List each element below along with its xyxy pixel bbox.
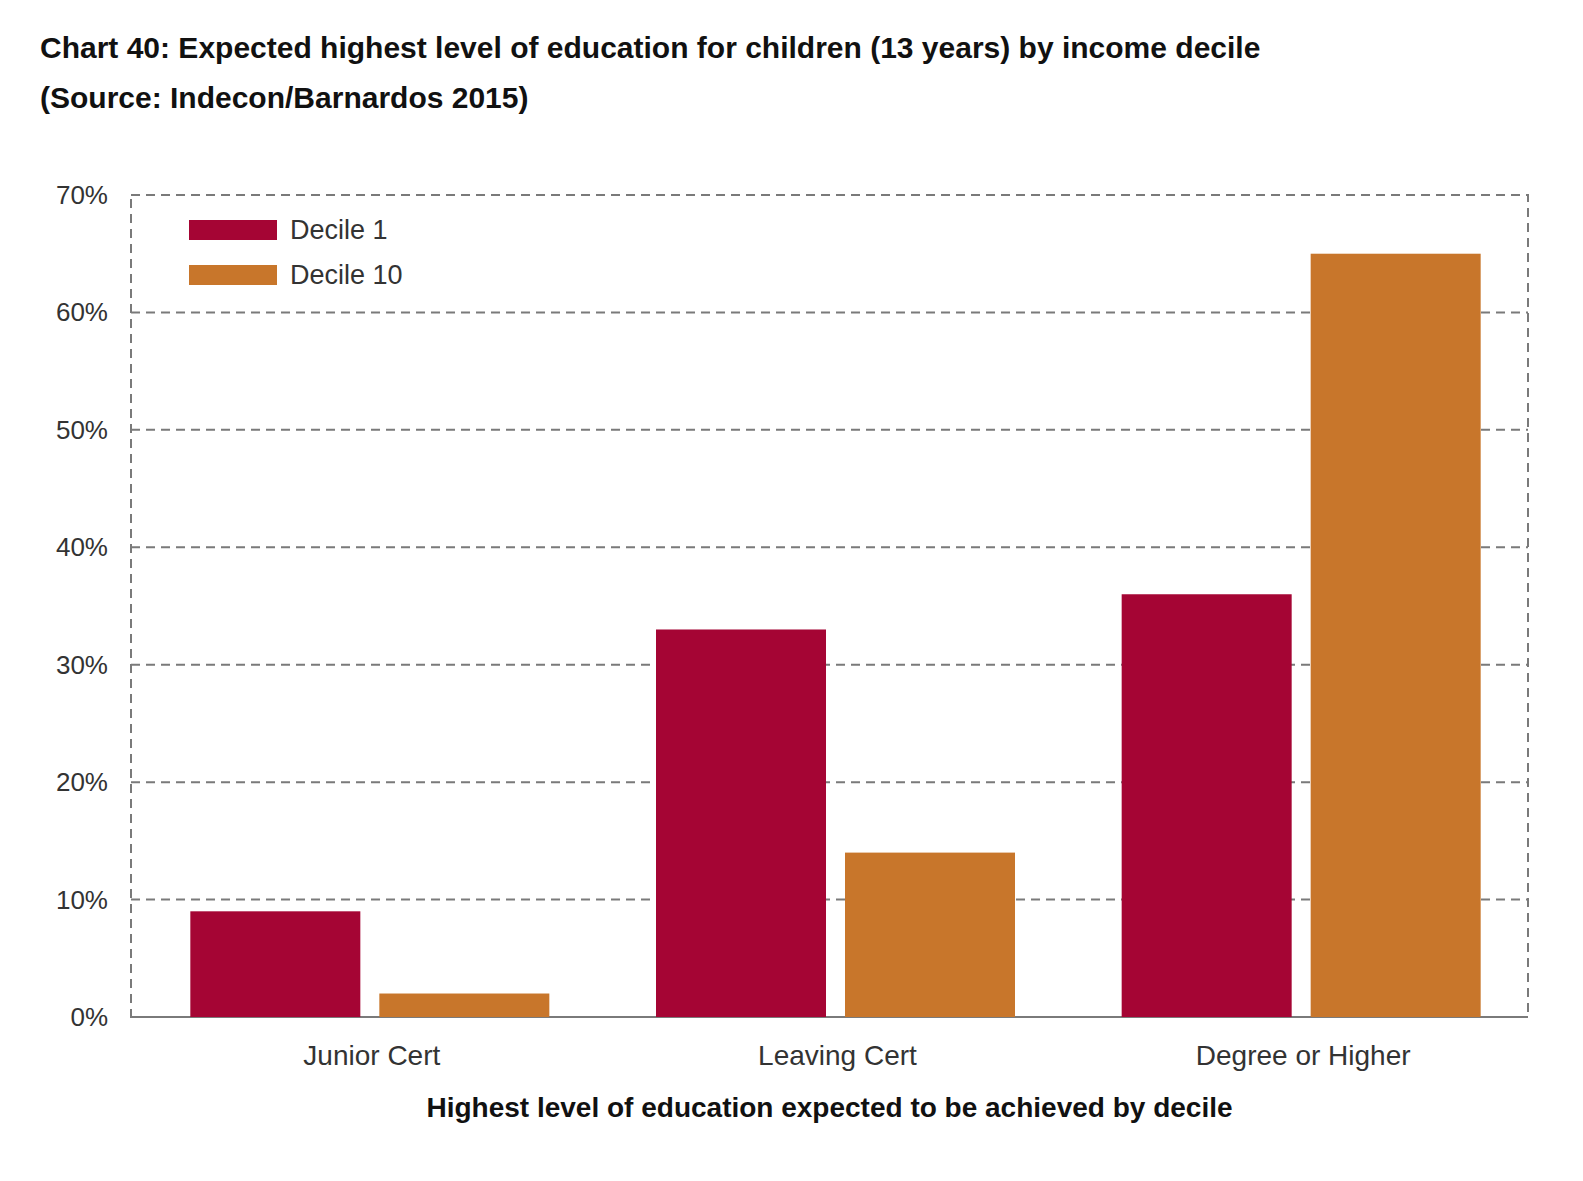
plot-frame: [131, 195, 1528, 1017]
y-tick-label: 20%: [56, 767, 108, 797]
grid: [131, 195, 1528, 1017]
bar: [656, 629, 826, 1017]
subtitle: (Source: Indecon/Barnardos 2015): [40, 81, 528, 114]
y-tick-label: 30%: [56, 650, 108, 680]
title: Chart 40: Expected highest level of educ…: [40, 31, 1260, 64]
legend-swatch: [189, 265, 277, 285]
x-tick-label: Leaving Cert: [758, 1040, 917, 1071]
y-tick-label: 40%: [56, 532, 108, 562]
y-tick-label: 0%: [70, 1002, 108, 1032]
y-tick-label: 50%: [56, 415, 108, 445]
x-tick-label: Degree or Higher: [1196, 1040, 1411, 1071]
legend-label: Decile 10: [290, 260, 403, 290]
bars: [190, 254, 1480, 1017]
y-tick-label: 60%: [56, 297, 108, 327]
legend-label: Decile 1: [290, 215, 388, 245]
chart: Chart 40: Expected highest level of educ…: [0, 0, 1583, 1181]
bar: [379, 994, 549, 1017]
y-tick-label: 10%: [56, 885, 108, 915]
legend: Decile 1 Decile 10: [189, 215, 403, 290]
bar: [845, 853, 1015, 1017]
bar: [1311, 254, 1481, 1017]
x-axis-label: Highest level of education expected to b…: [426, 1092, 1232, 1123]
bar: [190, 911, 360, 1017]
legend-swatch: [189, 220, 277, 240]
x-tick-label: Junior Cert: [303, 1040, 440, 1071]
y-tick-label: 70%: [56, 180, 108, 210]
bar: [1122, 594, 1292, 1017]
